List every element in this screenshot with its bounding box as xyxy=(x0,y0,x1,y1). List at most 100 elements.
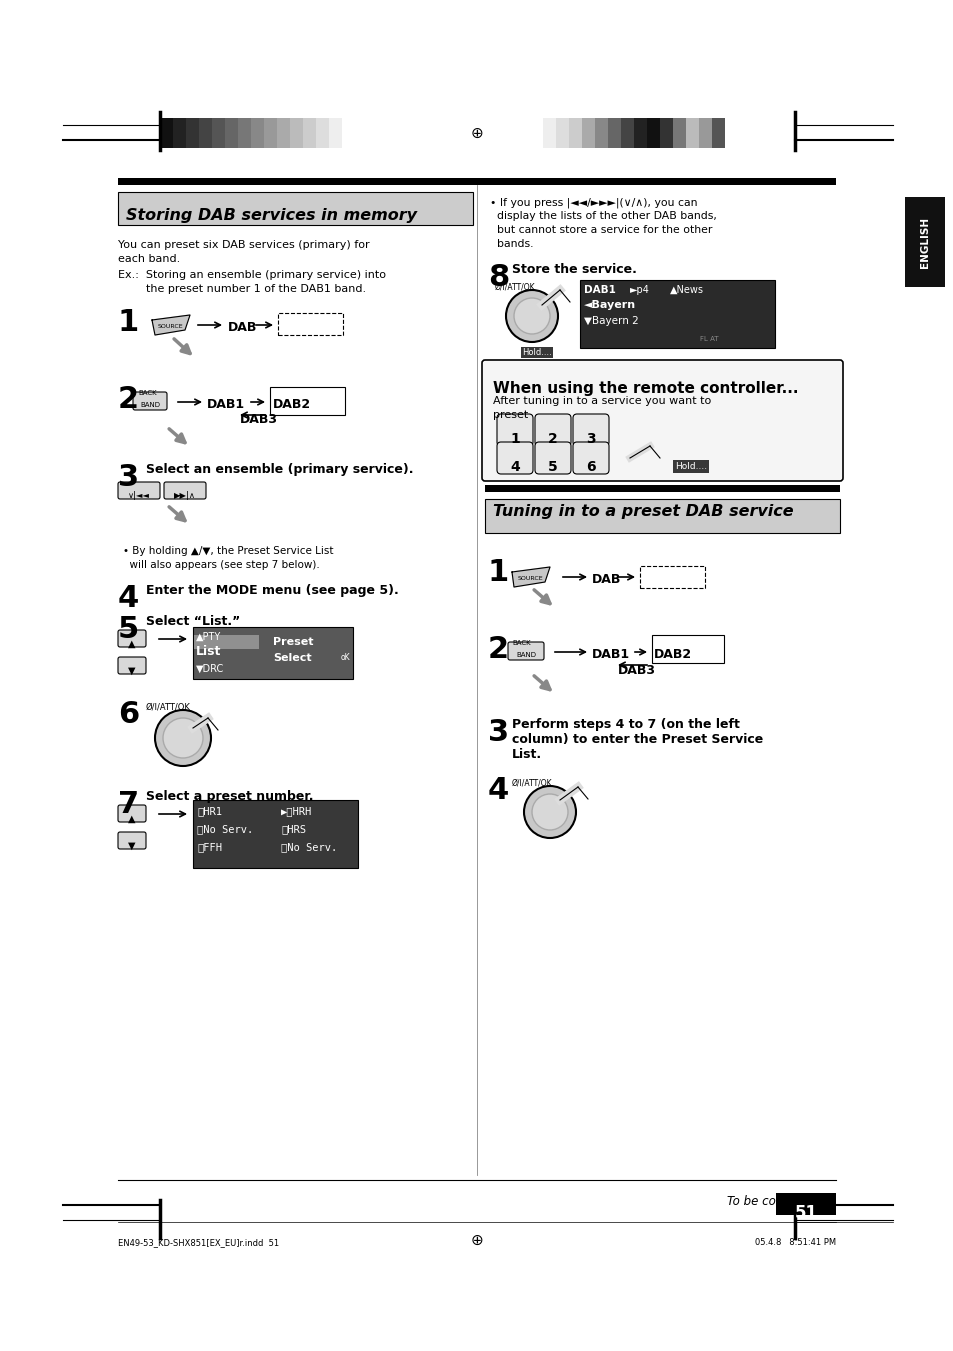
Text: column) to enter the Preset Service: column) to enter the Preset Service xyxy=(512,734,762,746)
Text: DAB2: DAB2 xyxy=(273,399,311,411)
Bar xyxy=(556,118,568,149)
FancyBboxPatch shape xyxy=(132,392,167,409)
Text: Ø/I/ATT/OK: Ø/I/ATT/OK xyxy=(495,282,535,292)
FancyBboxPatch shape xyxy=(164,482,206,499)
Text: but cannot store a service for the other: but cannot store a service for the other xyxy=(490,226,712,235)
Text: ▲: ▲ xyxy=(128,815,135,824)
Text: 4: 4 xyxy=(488,775,509,805)
Bar xyxy=(270,386,345,415)
Circle shape xyxy=(505,290,558,342)
FancyBboxPatch shape xyxy=(497,413,533,446)
Text: 7: 7 xyxy=(118,790,139,819)
Text: ③FFH: ③FFH xyxy=(196,842,222,852)
Text: ᴏK: ᴏK xyxy=(340,653,351,662)
Text: ⊕: ⊕ xyxy=(470,1232,483,1247)
FancyBboxPatch shape xyxy=(507,642,543,661)
Text: Ex.:  Storing an ensemble (primary service) into: Ex.: Storing an ensemble (primary servic… xyxy=(118,270,386,280)
Text: SOURCE: SOURCE xyxy=(517,576,542,581)
Bar xyxy=(634,118,646,149)
Text: Ø/I/ATT/OK: Ø/I/ATT/OK xyxy=(512,778,552,788)
Text: After tuning in to a service you want to: After tuning in to a service you want to xyxy=(493,396,711,407)
Bar xyxy=(646,118,659,149)
Text: 51: 51 xyxy=(794,1204,817,1223)
Text: BACK: BACK xyxy=(138,390,157,396)
Text: Hold....: Hold.... xyxy=(521,349,551,357)
Text: DAB1: DAB1 xyxy=(207,399,245,411)
Text: ①HR1: ①HR1 xyxy=(196,807,222,816)
FancyBboxPatch shape xyxy=(481,359,842,481)
Text: each band.: each band. xyxy=(118,254,180,263)
Bar xyxy=(581,118,595,149)
Bar xyxy=(579,280,774,349)
Text: Tuning in to a preset DAB service: Tuning in to a preset DAB service xyxy=(493,504,793,519)
Text: BAND: BAND xyxy=(140,403,160,408)
Text: ▶▶|∧: ▶▶|∧ xyxy=(173,490,195,500)
Bar xyxy=(193,800,357,867)
Text: 4: 4 xyxy=(510,459,519,474)
Text: ⑤HRS: ⑤HRS xyxy=(281,824,306,834)
Text: 6: 6 xyxy=(585,459,596,474)
Text: 6: 6 xyxy=(118,700,139,730)
Polygon shape xyxy=(512,567,550,586)
Text: EN49-53_KD-SHX851[EX_EU]r.indd  51: EN49-53_KD-SHX851[EX_EU]r.indd 51 xyxy=(118,1238,279,1247)
Text: DAB: DAB xyxy=(228,322,257,334)
Bar xyxy=(341,118,355,149)
Text: Perform steps 4 to 7 (on the left: Perform steps 4 to 7 (on the left xyxy=(512,717,740,731)
FancyBboxPatch shape xyxy=(535,413,571,446)
Bar xyxy=(172,118,186,149)
Bar xyxy=(484,485,840,492)
Bar xyxy=(290,118,303,149)
Text: ▼: ▼ xyxy=(128,666,135,676)
Polygon shape xyxy=(152,315,190,335)
Bar xyxy=(904,197,944,286)
Text: 2: 2 xyxy=(118,385,139,413)
FancyBboxPatch shape xyxy=(118,805,146,821)
Bar xyxy=(484,499,840,534)
Text: ⑥No Serv.: ⑥No Serv. xyxy=(281,842,337,852)
Text: DAB1: DAB1 xyxy=(583,285,616,295)
FancyBboxPatch shape xyxy=(497,442,533,474)
Text: 1: 1 xyxy=(510,432,519,446)
Text: Preset: Preset xyxy=(273,638,314,647)
Circle shape xyxy=(523,786,576,838)
Bar xyxy=(595,118,607,149)
Text: • If you press |◄◄/►►►|(∨/∧), you can: • If you press |◄◄/►►►|(∨/∧), you can xyxy=(490,197,697,208)
Bar xyxy=(264,118,276,149)
FancyBboxPatch shape xyxy=(573,442,608,474)
Bar xyxy=(542,118,556,149)
FancyBboxPatch shape xyxy=(118,657,146,674)
Circle shape xyxy=(163,717,203,758)
Text: ENGLISH: ENGLISH xyxy=(919,216,929,267)
Text: Hold....: Hold.... xyxy=(675,462,706,471)
Text: ▶④HRH: ▶④HRH xyxy=(281,807,312,816)
Bar xyxy=(659,118,672,149)
Text: List: List xyxy=(195,644,221,658)
Text: 2: 2 xyxy=(548,432,558,446)
Text: 2: 2 xyxy=(488,635,509,663)
Bar xyxy=(276,118,290,149)
Text: SOURCE: SOURCE xyxy=(157,323,183,328)
Text: To be continued....: To be continued.... xyxy=(726,1196,835,1208)
Text: ▼Bayern 2: ▼Bayern 2 xyxy=(583,316,639,326)
Bar xyxy=(775,1193,835,1215)
Text: 3: 3 xyxy=(488,717,509,747)
Text: 1: 1 xyxy=(118,308,139,336)
Bar xyxy=(303,118,315,149)
Text: You can preset six DAB services (primary) for: You can preset six DAB services (primary… xyxy=(118,240,369,250)
Bar xyxy=(193,627,353,680)
Bar xyxy=(672,118,685,149)
Bar xyxy=(530,118,542,149)
Text: BAND: BAND xyxy=(516,653,536,658)
Text: ∨|◄◄: ∨|◄◄ xyxy=(128,490,150,500)
Bar xyxy=(118,192,473,226)
Text: 8: 8 xyxy=(488,263,509,292)
Text: display the lists of the other DAB bands,: display the lists of the other DAB bands… xyxy=(490,211,716,222)
Bar xyxy=(699,118,711,149)
Text: DAB3: DAB3 xyxy=(240,413,277,426)
Bar xyxy=(315,118,329,149)
Bar xyxy=(237,118,251,149)
Bar xyxy=(225,118,237,149)
Text: Select a preset number.: Select a preset number. xyxy=(146,790,314,802)
FancyBboxPatch shape xyxy=(573,413,608,446)
Text: DAB3: DAB3 xyxy=(618,663,656,677)
